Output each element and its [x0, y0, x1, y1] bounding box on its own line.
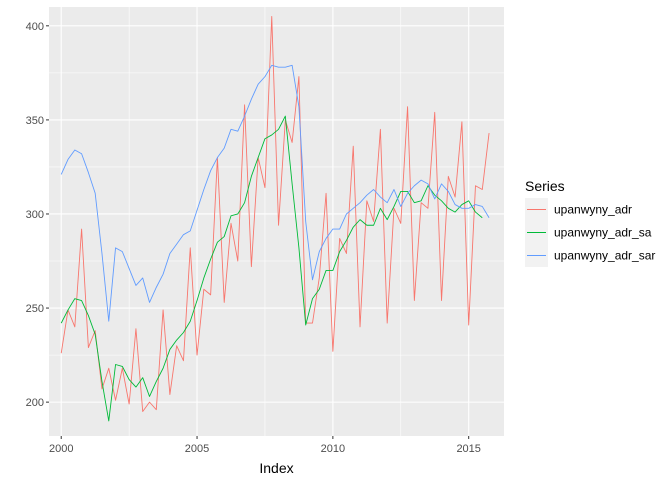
legend-title: Series: [525, 178, 565, 194]
legend-label: upanwyny_adr_sa: [554, 226, 652, 240]
plot-panel: [49, 7, 504, 436]
x-tick-label: 2000: [49, 443, 73, 455]
x-tick-label: 2015: [456, 443, 480, 455]
x-axis: 2000 2005 2010 2015: [49, 436, 481, 455]
x-tick-label: 2010: [321, 443, 345, 455]
y-tick-label: 350: [26, 115, 44, 127]
major-gridlines: [49, 7, 504, 436]
series-lines: [60, 15, 490, 422]
x-tick-label: 2005: [185, 443, 209, 455]
y-tick-label: 250: [26, 303, 44, 315]
y-tick-label: 200: [26, 397, 44, 409]
legend-label: upanwyny_adr_sar: [554, 249, 655, 263]
legend: Series upanwyny_adr upanwyny_adr_saupanwy…: [525, 178, 655, 267]
x-axis-title: Index: [259, 460, 293, 476]
series-line-upanwyny_adr_sa: [60, 115, 483, 422]
y-tick-label: 300: [26, 209, 44, 221]
y-axis: 200 250 300 350 400: [26, 21, 49, 409]
series-line-upanwyny_adr: [60, 15, 490, 412]
legend-label: upanwyny_adr: [554, 203, 632, 217]
series-line-upanwyny_adr_sar: [60, 64, 490, 322]
y-tick-label: 400: [26, 21, 44, 33]
